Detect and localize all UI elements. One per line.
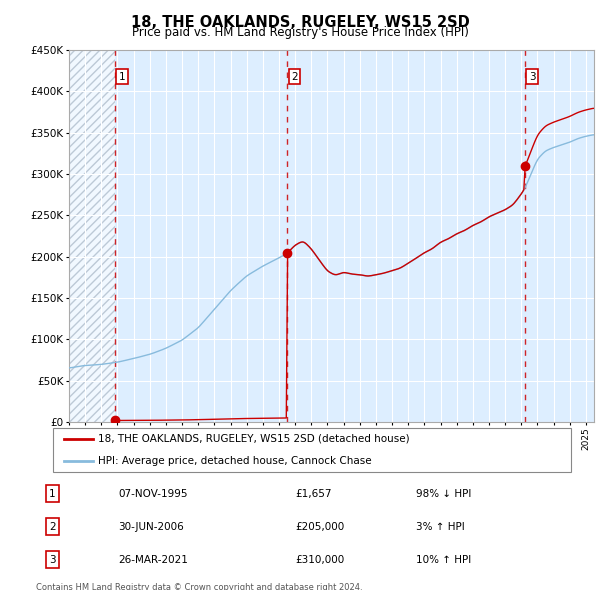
Text: £310,000: £310,000 xyxy=(295,555,344,565)
HPI: Average price, detached house, Cannock Chase: (2.01e+03, 2.02e+05): Average price, detached house, Cannock C… xyxy=(418,251,425,258)
Text: 1: 1 xyxy=(49,489,55,499)
HPI: Average price, detached house, Cannock Chase: (2.02e+03, 2.18e+05): Average price, detached house, Cannock C… xyxy=(438,238,445,245)
Text: HPI: Average price, detached house, Cannock Chase: HPI: Average price, detached house, Cann… xyxy=(98,456,372,466)
Text: 10% ↑ HPI: 10% ↑ HPI xyxy=(416,555,472,565)
HPI: Average price, detached house, Cannock Chase: (2.02e+03, 2.3e+05): Average price, detached house, Cannock C… xyxy=(458,228,466,235)
HPI: Average price, detached house, Cannock Chase: (2.02e+03, 2.54e+05): Average price, detached house, Cannock C… xyxy=(497,208,505,215)
Text: Contains HM Land Registry data © Crown copyright and database right 2024.
This d: Contains HM Land Registry data © Crown c… xyxy=(35,584,362,590)
Text: 07-NOV-1995: 07-NOV-1995 xyxy=(118,489,188,499)
HPI: Average price, detached house, Cannock Chase: (2.02e+03, 2.38e+05): Average price, detached house, Cannock C… xyxy=(470,222,478,229)
HPI: Average price, detached house, Cannock Chase: (2e+03, 7.6e+04): Average price, detached house, Cannock C… xyxy=(127,356,134,363)
FancyBboxPatch shape xyxy=(53,428,571,473)
Text: 98% ↓ HPI: 98% ↓ HPI xyxy=(416,489,472,499)
Text: 2: 2 xyxy=(49,522,55,532)
Text: 3: 3 xyxy=(529,71,536,81)
Text: Price paid vs. HM Land Registry's House Price Index (HPI): Price paid vs. HM Land Registry's House … xyxy=(131,26,469,39)
Text: £205,000: £205,000 xyxy=(295,522,344,532)
Text: 26-MAR-2021: 26-MAR-2021 xyxy=(118,555,188,565)
Text: 18, THE OAKLANDS, RUGELEY, WS15 2SD (detached house): 18, THE OAKLANDS, RUGELEY, WS15 2SD (det… xyxy=(98,434,410,444)
Text: 3: 3 xyxy=(49,555,55,565)
Bar xyxy=(69,50,115,422)
Text: 18, THE OAKLANDS, RUGELEY, WS15 2SD: 18, THE OAKLANDS, RUGELEY, WS15 2SD xyxy=(131,15,469,30)
HPI: Average price, detached house, Cannock Chase: (2.03e+03, 3.48e+05): Average price, detached house, Cannock C… xyxy=(590,131,598,138)
Text: 30-JUN-2006: 30-JUN-2006 xyxy=(118,522,184,532)
HPI: Average price, detached house, Cannock Chase: (1.99e+03, 6.54e+04): Average price, detached house, Cannock C… xyxy=(65,364,73,371)
Text: 3% ↑ HPI: 3% ↑ HPI xyxy=(416,522,465,532)
Text: 2: 2 xyxy=(291,71,298,81)
Text: 1: 1 xyxy=(119,71,126,81)
Text: £1,657: £1,657 xyxy=(295,489,331,499)
Line: HPI: Average price, detached house, Cannock Chase: HPI: Average price, detached house, Cann… xyxy=(69,135,594,368)
